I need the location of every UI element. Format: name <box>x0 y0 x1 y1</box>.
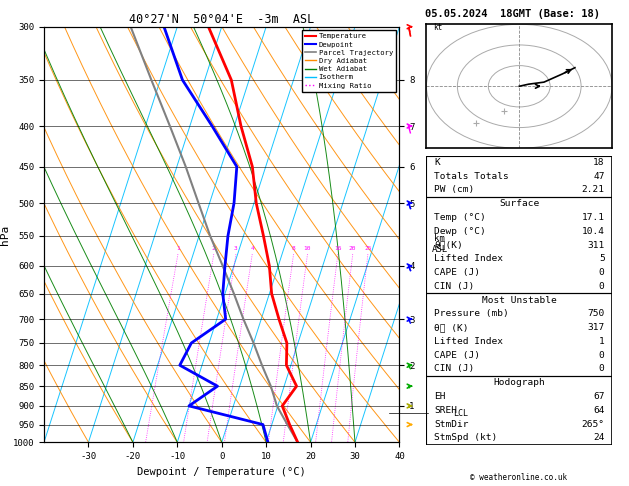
Text: StmDir: StmDir <box>434 419 469 429</box>
Text: 25: 25 <box>364 246 372 251</box>
Text: 1: 1 <box>176 246 180 251</box>
Text: Temp (°C): Temp (°C) <box>434 213 486 222</box>
Text: Lifted Index: Lifted Index <box>434 337 503 346</box>
Text: 0: 0 <box>599 282 604 291</box>
X-axis label: Dewpoint / Temperature (°C): Dewpoint / Temperature (°C) <box>137 467 306 477</box>
Text: 1: 1 <box>599 337 604 346</box>
Text: 5: 5 <box>599 254 604 263</box>
Text: CAPE (J): CAPE (J) <box>434 351 480 360</box>
Text: Lifted Index: Lifted Index <box>434 254 503 263</box>
Bar <box>426 197 612 293</box>
Text: 265°: 265° <box>582 419 604 429</box>
Text: CIN (J): CIN (J) <box>434 282 474 291</box>
Text: 18: 18 <box>593 158 604 167</box>
Text: 10: 10 <box>304 246 311 251</box>
Text: 4: 4 <box>250 246 254 251</box>
Text: K: K <box>434 158 440 167</box>
Text: 16: 16 <box>334 246 342 251</box>
Text: 05.05.2024  18GMT (Base: 18): 05.05.2024 18GMT (Base: 18) <box>425 9 599 19</box>
Text: LCL: LCL <box>453 409 468 418</box>
Text: 2: 2 <box>212 246 216 251</box>
Text: 20: 20 <box>349 246 357 251</box>
Text: 47: 47 <box>593 172 604 181</box>
Text: θᴇ(K): θᴇ(K) <box>434 241 463 249</box>
Text: 17.1: 17.1 <box>582 213 604 222</box>
Text: Hodograph: Hodograph <box>493 378 545 387</box>
Text: Dewp (°C): Dewp (°C) <box>434 227 486 236</box>
Text: 0: 0 <box>599 268 604 277</box>
Title: 40°27'N  50°04'E  -3m  ASL: 40°27'N 50°04'E -3m ASL <box>129 13 314 26</box>
Text: Most Unstable: Most Unstable <box>482 295 557 305</box>
Text: 0: 0 <box>599 351 604 360</box>
Text: EH: EH <box>434 392 445 401</box>
Bar <box>426 293 612 376</box>
Text: Totals Totals: Totals Totals <box>434 172 509 181</box>
Text: CAPE (J): CAPE (J) <box>434 268 480 277</box>
Text: CIN (J): CIN (J) <box>434 364 474 373</box>
Legend: Temperature, Dewpoint, Parcel Trajectory, Dry Adiabat, Wet Adiabat, Isotherm, Mi: Temperature, Dewpoint, Parcel Trajectory… <box>302 30 396 91</box>
Text: PW (cm): PW (cm) <box>434 186 474 194</box>
Text: 0: 0 <box>599 364 604 373</box>
Text: 10.4: 10.4 <box>582 227 604 236</box>
Text: SREH: SREH <box>434 406 457 415</box>
Text: 311: 311 <box>587 241 604 249</box>
Text: 2.21: 2.21 <box>582 186 604 194</box>
Text: © weatheronline.co.uk: © weatheronline.co.uk <box>470 473 567 482</box>
Text: 64: 64 <box>593 406 604 415</box>
Y-axis label: km
ASL: km ASL <box>431 235 448 254</box>
Text: θᴇ (K): θᴇ (K) <box>434 323 469 332</box>
Text: Pressure (mb): Pressure (mb) <box>434 310 509 318</box>
Bar <box>426 376 612 445</box>
Text: 750: 750 <box>587 310 604 318</box>
Y-axis label: hPa: hPa <box>0 225 10 244</box>
Text: 3: 3 <box>234 246 238 251</box>
Text: 317: 317 <box>587 323 604 332</box>
Text: kt: kt <box>433 23 442 33</box>
Text: StmSpd (kt): StmSpd (kt) <box>434 434 497 442</box>
Text: 24: 24 <box>593 434 604 442</box>
Bar <box>426 156 612 197</box>
Text: Surface: Surface <box>499 199 539 208</box>
Text: 67: 67 <box>593 392 604 401</box>
Text: 8: 8 <box>292 246 296 251</box>
